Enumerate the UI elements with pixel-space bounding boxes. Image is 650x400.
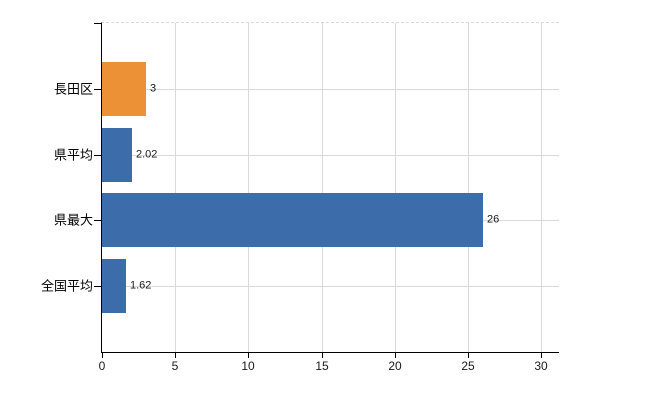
y-axis-end-tick: [94, 23, 101, 24]
bar: [102, 193, 483, 247]
gridline-vertical: [175, 23, 176, 352]
category-label: 県最大: [53, 212, 93, 228]
gridline-vertical: [468, 23, 469, 352]
category-label: 県平均: [53, 147, 93, 163]
x-axis-tick-label: 10: [241, 359, 255, 373]
x-axis-tick: [541, 353, 542, 358]
x-axis-tick-label: 5: [171, 359, 179, 373]
gridline-vertical: [322, 23, 323, 352]
y-axis-tick: [94, 220, 101, 221]
x-axis-tick: [468, 353, 469, 358]
x-axis-tick-label: 25: [461, 359, 475, 373]
bar-value-label: 1.62: [130, 279, 152, 292]
category-label: 全国平均: [40, 278, 93, 294]
x-axis-tick-label: 20: [388, 359, 402, 373]
x-axis-tick: [248, 353, 249, 358]
gridline-vertical: [395, 23, 396, 352]
x-axis-tick: [102, 353, 103, 358]
x-axis-tick-label: 0: [98, 359, 106, 373]
gridline-horizontal: [102, 155, 559, 156]
plot-area: 0 5 10 15 20 25 30 3 長田区 2.02 県平均 26 県最大 1.62 全国平均: [41, 22, 559, 372]
x-axis-tick-label: 15: [315, 359, 329, 373]
gridline-horizontal: [102, 89, 559, 90]
gridline-horizontal: [102, 286, 559, 287]
bar: [102, 128, 132, 182]
y-axis-tick: [94, 89, 101, 90]
y-axis-tick: [94, 286, 101, 287]
bar: [102, 62, 146, 116]
gridline-vertical: [248, 23, 249, 352]
gridline-vertical: [541, 23, 542, 352]
bar-value-label: 26: [487, 213, 500, 226]
category-label: 長田区: [53, 81, 93, 97]
y-axis-tick: [94, 155, 101, 156]
bar: [102, 259, 126, 313]
bar-value-label: 2.02: [136, 148, 158, 161]
x-axis-tick-label: 30: [534, 359, 548, 373]
x-axis-tick: [322, 353, 323, 358]
x-axis-tick: [395, 353, 396, 358]
x-axis-tick: [175, 353, 176, 358]
bar-value-label: 3: [150, 82, 157, 95]
